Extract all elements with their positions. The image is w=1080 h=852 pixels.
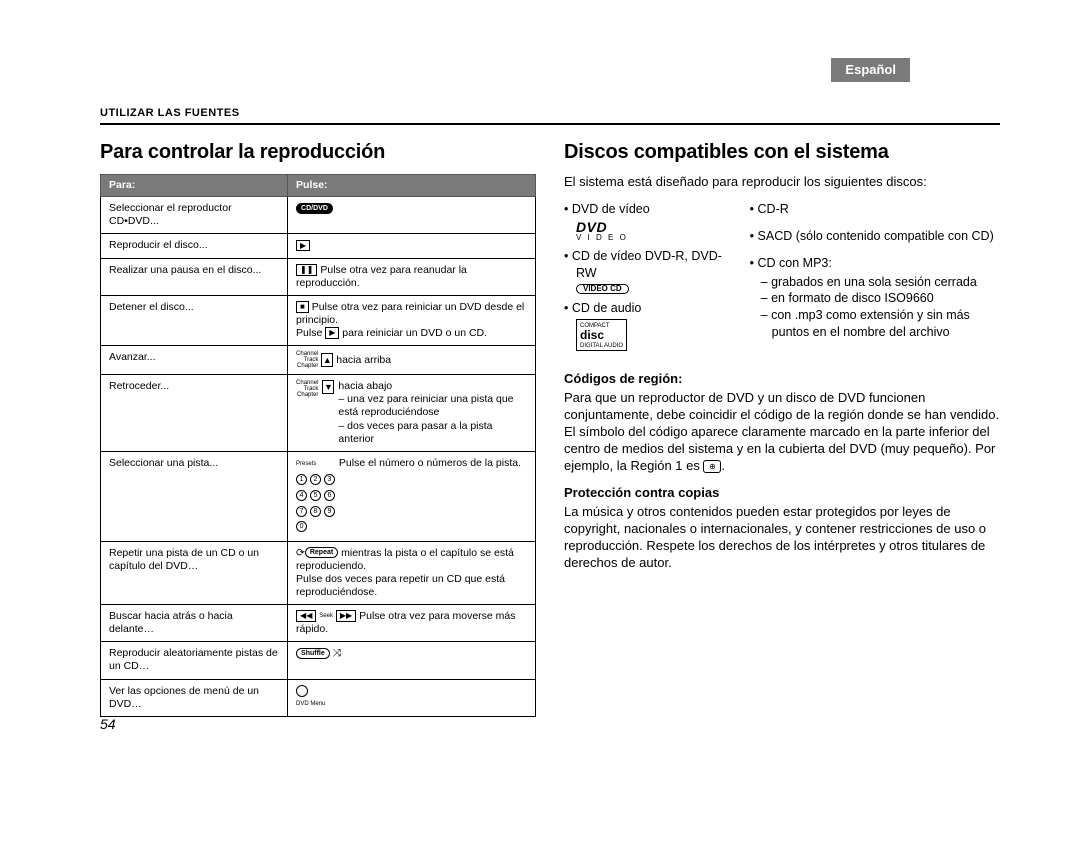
dvd-logo-icon: DVD V I D E O	[576, 220, 730, 242]
table-row: Buscar hacia atrás o hacia delante… ◀◀ S…	[101, 605, 536, 642]
list-item: SACD (sólo contenido compatible con CD)	[750, 228, 1000, 245]
list-subitem: grabados en una sola sesión cerrada	[750, 274, 1000, 291]
region-code-icon: ⊕	[703, 460, 721, 473]
keypad-icon: Presets 1 2 3 4 5 6 7 8 9 0	[296, 457, 335, 536]
table-row: Repetir una pista de un CD o un capítulo…	[101, 541, 536, 605]
up-arrow-icon: ▲	[321, 353, 333, 367]
th-para: Para:	[101, 175, 288, 197]
region-heading: Códigos de región:	[564, 371, 1000, 386]
repeat-button-icon: Repeat	[305, 547, 338, 558]
list-item: CD de audio	[564, 300, 730, 317]
divider	[100, 123, 1000, 125]
seek-fwd-icon: ▶▶	[336, 610, 356, 622]
cd-logo-icon: COMPACT disc DIGITAL AUDIO	[576, 319, 627, 351]
table-row: Seleccionar el reproductor CD•DVD... CD/…	[101, 197, 536, 234]
table-row: Reproducir el disco... ▶	[101, 234, 536, 258]
table-row: Realizar una pausa en el disco... ❚❚ Pul…	[101, 258, 536, 295]
list-item: CD de vídeo DVD-R, DVD-RW	[564, 248, 730, 282]
language-tab: Español	[831, 58, 910, 82]
shuffle-button-icon: Shuffle	[296, 648, 330, 659]
stop-button-icon: ■	[296, 301, 309, 313]
th-pulse: Pulse:	[288, 175, 536, 197]
dvd-menu-icon	[296, 685, 308, 697]
list-item: CD-R	[750, 201, 1000, 218]
table-row: Retroceder... Channel Track Chapter ▼ ha…	[101, 375, 536, 452]
table-row: Seleccionar una pista... Presets 1 2 3 4…	[101, 451, 536, 541]
right-column: Discos compatibles con el sistema El sis…	[564, 141, 1000, 717]
copy-heading: Protección contra copias	[564, 485, 1000, 500]
repeat-icon: ⟳	[296, 547, 305, 559]
play-button-icon: ▶	[325, 327, 339, 339]
copy-text: La música y otros contenidos pueden esta…	[564, 504, 1000, 572]
pause-button-icon: ❚❚	[296, 264, 317, 276]
table-row: Ver las opciones de menú de un DVD… DVD …	[101, 679, 536, 716]
page-number: 54	[100, 716, 116, 732]
table-row: Reproducir aleatoriamente pistas de un C…	[101, 642, 536, 679]
down-arrow-icon: ▼	[322, 380, 334, 394]
intro-text: El sistema está diseñado para reproducir…	[564, 174, 1000, 191]
cd-dvd-button-icon: CD/DVD	[296, 203, 333, 214]
content-columns: Para controlar la reproducción Para: Pul…	[100, 141, 1000, 717]
list-item: DVD de vídeo	[564, 201, 730, 218]
table-row: Detener el disco... ■ Pulse otra vez par…	[101, 295, 536, 345]
seek-back-icon: ◀◀	[296, 610, 316, 622]
control-table: Para: Pulse: Seleccionar el reproductor …	[100, 174, 536, 717]
channel-label: Channel Track Chapter	[296, 351, 318, 369]
region-text: Para que un reproductor de DVD y un disc…	[564, 390, 1000, 474]
videocd-logo-icon: VIDEO CD	[576, 284, 730, 294]
shuffle-icon: ⤨	[333, 647, 341, 659]
section-header: UTILIZAR LAS FUENTES	[100, 107, 1000, 119]
list-subitem: en formato de disco ISO9660	[750, 290, 1000, 307]
list-item: CD con MP3:	[750, 255, 1000, 272]
list-subitem: con .mp3 como extensión y sin más puntos…	[750, 307, 1000, 341]
play-button-icon: ▶	[296, 240, 310, 252]
disc-list: DVD de vídeo DVD V I D E O CD de vídeo D…	[564, 201, 1000, 358]
table-row: Avanzar... Channel Track Chapter ▲ hacia…	[101, 346, 536, 375]
left-column: Para controlar la reproducción Para: Pul…	[100, 141, 536, 717]
right-title: Discos compatibles con el sistema	[564, 141, 1000, 164]
left-title: Para controlar la reproducción	[100, 141, 536, 164]
channel-label: Channel Track Chapter	[296, 380, 318, 398]
